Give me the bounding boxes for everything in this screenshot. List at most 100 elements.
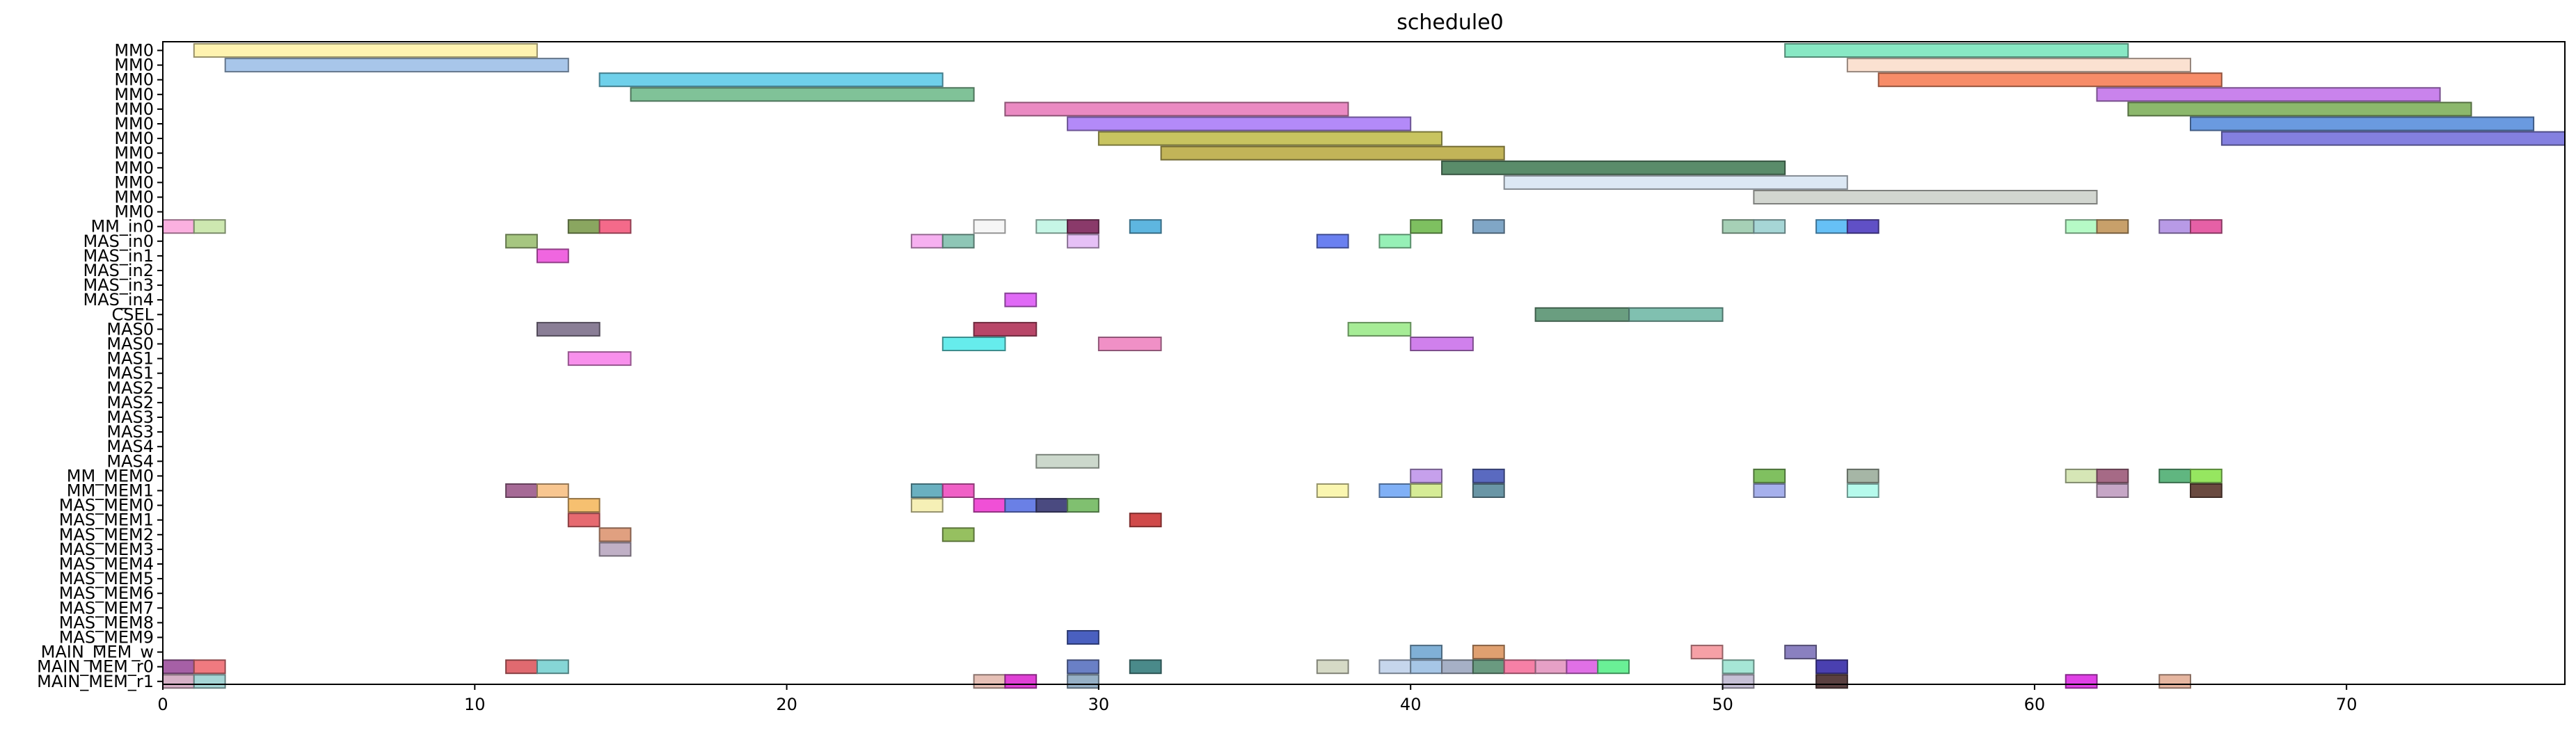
- task-bar: [1067, 116, 1412, 131]
- task-bar: [1378, 483, 1412, 498]
- task-bar: [941, 234, 975, 249]
- task-bar: [1784, 645, 1817, 660]
- task-bar: [1722, 674, 1755, 689]
- task-bar: [1815, 659, 1848, 675]
- task-bar: [567, 498, 601, 513]
- task-bar: [1067, 630, 1099, 645]
- task-bar: [1004, 674, 1037, 689]
- task-bar: [2127, 102, 2472, 117]
- y-tick-label: MM0: [114, 158, 154, 177]
- task-bar: [598, 542, 632, 557]
- y-tick-label: MAIN_MEM_r1: [37, 672, 154, 691]
- task-bar: [1846, 483, 1879, 498]
- x-tick-label: 60: [2024, 695, 2046, 714]
- y-tick-label: MM0: [114, 188, 154, 207]
- task-bar: [1503, 659, 1536, 675]
- task-bar: [1004, 292, 1037, 307]
- task-bar: [1846, 58, 2191, 73]
- task-bar: [1067, 674, 1099, 689]
- y-tick-label: MAS_MEM2: [59, 525, 154, 545]
- y-tick-label: MAS_in4: [83, 290, 154, 309]
- task-bar: [910, 483, 944, 498]
- task-bar: [536, 483, 569, 498]
- task-bar: [567, 219, 601, 234]
- y-tick-label: MAS4: [106, 451, 154, 471]
- task-bar: [1628, 307, 1724, 322]
- y-tick-label: MM0: [114, 70, 154, 90]
- task-bar: [1846, 468, 1879, 483]
- x-tick-label: 50: [1712, 695, 1733, 714]
- task-bar: [2158, 674, 2191, 689]
- task-bar: [1815, 674, 1848, 689]
- task-bar: [1753, 219, 1786, 234]
- y-tick-label: MM0: [114, 85, 154, 104]
- task-bar: [2158, 468, 2191, 483]
- task-bar: [973, 498, 1006, 513]
- task-bar: [567, 513, 601, 528]
- task-bar: [1534, 307, 1630, 322]
- task-bar: [598, 219, 632, 234]
- task-bar: [630, 87, 975, 102]
- task-bar: [1753, 468, 1786, 483]
- task-bar: [1410, 659, 1442, 675]
- y-axis: MM0MM0MM0MM0MM0MM0MM0MM0MM0MM0MM0MM0MM_i…: [37, 41, 163, 691]
- task-bars: [162, 43, 2566, 689]
- task-bar: [598, 72, 944, 88]
- task-bar: [536, 659, 569, 675]
- x-tick-label: 10: [464, 695, 486, 714]
- task-bar: [1035, 219, 1069, 234]
- task-bar: [1129, 513, 1162, 528]
- task-bar: [2065, 674, 2098, 689]
- task-bar: [224, 58, 569, 73]
- task-bar: [1410, 337, 1474, 351]
- x-tick-label: 40: [1400, 695, 1422, 714]
- plot-frame: [162, 41, 2566, 685]
- task-bar: [1566, 659, 1599, 675]
- task-bar: [1378, 234, 1412, 249]
- task-bar: [505, 483, 538, 498]
- y-tick-label: MAS_in2: [83, 261, 154, 280]
- task-bar: [1472, 219, 1505, 234]
- task-bar: [536, 248, 569, 264]
- task-bar: [536, 321, 601, 337]
- task-bar: [910, 498, 944, 513]
- y-tick-label: MAS1: [106, 364, 154, 383]
- x-tick-label: 20: [776, 695, 797, 714]
- y-tick-label: MAS3: [106, 422, 154, 442]
- y-tick-label: MAS_MEM6: [59, 583, 154, 603]
- task-bar: [941, 527, 975, 542]
- y-tick-label: MAS_in1: [83, 246, 154, 266]
- task-bar: [1316, 659, 1349, 675]
- task-bar: [1753, 483, 1786, 498]
- task-bar: [1503, 175, 1848, 190]
- task-bar: [2096, 219, 2129, 234]
- y-tick-label: MM0: [114, 202, 154, 222]
- task-bar: [1410, 468, 1442, 483]
- task-bar: [1441, 659, 1474, 675]
- task-bar: [1846, 219, 1879, 234]
- task-bar: [1597, 659, 1630, 675]
- task-bar: [1472, 468, 1505, 483]
- task-bar: [2096, 468, 2129, 483]
- y-tick-label: MM0: [114, 172, 154, 192]
- task-bar: [2065, 468, 2098, 483]
- y-tick-label: MAS_MEM4: [59, 554, 154, 574]
- y-tick-label: MM0: [114, 129, 154, 148]
- task-bar: [193, 219, 226, 234]
- chart-title: schedule0: [1397, 10, 1504, 35]
- y-tick-label: MAIN_MEM_w: [41, 643, 154, 662]
- task-bar: [1410, 219, 1442, 234]
- task-bar: [1129, 219, 1162, 234]
- task-bar: [1097, 337, 1162, 351]
- task-bar: [2190, 483, 2223, 498]
- y-tick-label: CSEL: [111, 305, 154, 324]
- y-tick-label: MAS0: [106, 335, 154, 354]
- task-bar: [162, 659, 195, 675]
- y-tick-label: MM0: [114, 56, 154, 75]
- task-bar: [1067, 219, 1099, 234]
- task-bar: [1410, 483, 1442, 498]
- y-tick-label: MAS3: [106, 408, 154, 427]
- task-bar: [567, 351, 632, 366]
- task-bar: [1722, 659, 1755, 675]
